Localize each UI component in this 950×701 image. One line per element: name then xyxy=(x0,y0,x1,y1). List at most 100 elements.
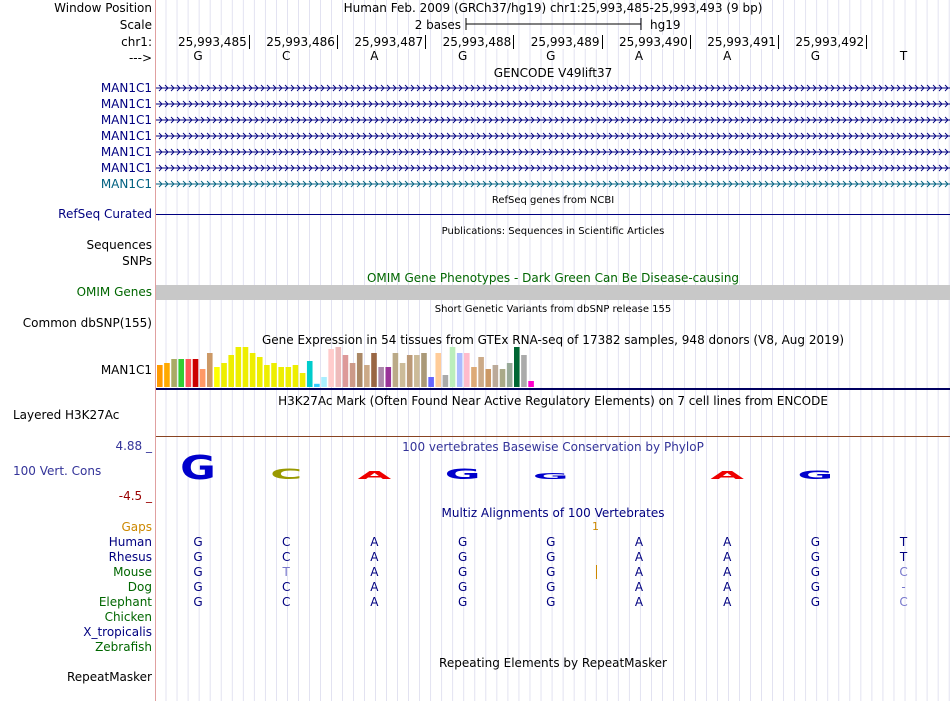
gtex-tissue-bar[interactable] xyxy=(356,353,363,387)
gtex-tissue-bar[interactable] xyxy=(299,373,306,387)
gtex-tissue-bar[interactable] xyxy=(256,357,263,387)
gtex-tissue-bar[interactable] xyxy=(471,367,477,387)
repeatmasker-track-label[interactable]: RepeatMasker xyxy=(66,670,152,684)
gtex-tissue-bar[interactable] xyxy=(171,359,177,387)
gtex-tissue-bar[interactable] xyxy=(235,347,242,387)
gtex-tissue-bar[interactable] xyxy=(199,369,206,387)
gtex-tissue-bar[interactable] xyxy=(499,369,506,387)
gtex-tissue-bar[interactable] xyxy=(328,349,334,387)
gtex-tissue-bar[interactable] xyxy=(464,353,470,387)
gtex-tissue-bar[interactable] xyxy=(456,353,463,387)
strand-arrow xyxy=(716,180,721,188)
gtex-tissue-bar[interactable] xyxy=(392,353,399,387)
strand-arrow xyxy=(734,180,739,188)
snps-track-label[interactable]: SNPs xyxy=(122,254,152,268)
reference-base: T xyxy=(899,49,908,63)
gencode-gene-label[interactable]: MAN1C1 xyxy=(100,161,152,175)
gencode-gene-label[interactable]: MAN1C1 xyxy=(100,113,152,127)
gtex-tissue-bar[interactable] xyxy=(428,377,434,387)
sequences-track-label[interactable]: Sequences xyxy=(86,238,152,252)
gencode-gene-label[interactable]: MAN1C1 xyxy=(100,97,152,111)
gtex-tissue-bar[interactable] xyxy=(442,375,449,387)
gtex-tissue-bar[interactable] xyxy=(228,355,234,387)
gtex-tissue-bar[interactable] xyxy=(285,367,292,387)
gtex-tissue-bar[interactable] xyxy=(364,365,370,387)
strand-arrow xyxy=(926,180,931,188)
gtex-tissue-bar[interactable] xyxy=(271,363,277,387)
strand-arrow xyxy=(320,116,325,124)
gencode-gene-label[interactable]: MAN1C1 xyxy=(100,129,152,143)
gtex-tissue-bar[interactable] xyxy=(421,353,427,387)
gtex-tissue-bar[interactable] xyxy=(314,383,320,387)
gtex-tissue-bar[interactable] xyxy=(206,353,213,387)
gtex-tissue-bar[interactable] xyxy=(435,353,442,387)
gtex-tissue-bar[interactable] xyxy=(449,347,456,387)
strand-arrow xyxy=(194,180,199,188)
strand-arrow xyxy=(644,116,649,124)
gtex-tissue-bar[interactable] xyxy=(514,347,520,387)
multiz-species-label[interactable]: Zebrafish xyxy=(95,640,152,654)
gtex-tissue-bar[interactable] xyxy=(406,355,413,387)
gtex-tissue-bar[interactable] xyxy=(164,363,170,387)
phylop-track-label[interactable]: 100 Vert. Cons xyxy=(13,464,102,478)
omim-gene-bar[interactable] xyxy=(156,285,950,300)
gtex-tissue-bar[interactable] xyxy=(342,355,349,387)
gtex-tissue-bar[interactable] xyxy=(385,367,392,387)
strand-arrow xyxy=(704,148,709,156)
gtex-tissue-bar[interactable] xyxy=(249,353,256,387)
multiz-species-label[interactable]: Human xyxy=(108,535,152,549)
gtex-tissue-bar[interactable] xyxy=(278,367,284,387)
gtex-tissue-bar[interactable] xyxy=(157,365,163,387)
multiz-species-label[interactable]: X_tropicalis xyxy=(83,625,152,639)
gtex-tissue-bar[interactable] xyxy=(306,361,313,387)
strand-arrow xyxy=(548,84,553,92)
gencode-gene-label[interactable]: MAN1C1 xyxy=(100,81,152,95)
gtex-tissue-bar[interactable] xyxy=(378,367,384,387)
strand-arrow xyxy=(632,100,637,108)
refseq-track-label[interactable]: RefSeq Curated xyxy=(58,207,152,221)
gtex-gene-label[interactable]: MAN1C1 xyxy=(100,363,152,377)
strand-arrow xyxy=(158,180,163,188)
gtex-tissue-bar[interactable] xyxy=(292,365,299,387)
strand-arrow xyxy=(416,100,421,108)
omim-track-label[interactable]: OMIM Genes xyxy=(76,285,152,299)
gtex-tissue-bar[interactable] xyxy=(192,359,199,387)
gtex-tissue-bar[interactable] xyxy=(214,367,220,387)
gtex-tissue-bar[interactable] xyxy=(178,359,185,387)
gtex-tissue-bar[interactable] xyxy=(506,363,513,387)
strand-arrow xyxy=(896,148,901,156)
gtex-tissue-bar[interactable] xyxy=(478,357,484,387)
tracks-area[interactable]: Human Feb. 2009 (GRCh37/hg19) chr1:25,99… xyxy=(156,0,950,701)
gtex-tissue-bar[interactable] xyxy=(371,353,377,387)
gtex-tissue-bar[interactable] xyxy=(485,369,492,387)
gtex-tissue-bar[interactable] xyxy=(528,381,534,387)
strand-arrow xyxy=(278,164,283,172)
gtex-tissue-bar[interactable] xyxy=(321,377,327,387)
multiz-species-label[interactable]: Chicken xyxy=(104,610,152,624)
gtex-tissue-bar[interactable] xyxy=(242,347,249,387)
gtex-tissue-bar[interactable] xyxy=(221,363,227,387)
gencode-transcripts[interactable] xyxy=(156,80,950,192)
multiz-species-label[interactable]: Rhesus xyxy=(108,550,152,564)
gtex-tissue-bar[interactable] xyxy=(185,359,192,387)
dbsnp-track-label[interactable]: Common dbSNP(155) xyxy=(22,316,152,330)
gtex-tissue-bar[interactable] xyxy=(492,365,499,387)
gtex-tissue-bar[interactable] xyxy=(264,365,270,387)
h3k27ac-track-label[interactable]: Layered H3K27Ac xyxy=(13,408,120,422)
strand-arrow xyxy=(290,164,295,172)
gtex-tissue-bar[interactable] xyxy=(414,355,420,387)
gencode-gene-label[interactable]: MAN1C1 xyxy=(100,177,152,191)
gtex-tissue-bar[interactable] xyxy=(349,363,356,387)
gtex-tissue-bar[interactable] xyxy=(399,363,406,387)
multiz-species-label[interactable]: Dog xyxy=(127,580,152,594)
multiz-species-label[interactable]: Elephant xyxy=(98,595,152,609)
gtex-tissue-bar[interactable] xyxy=(521,355,527,387)
gtex-tissue-bar[interactable] xyxy=(335,347,342,387)
refseq-gene-line[interactable] xyxy=(156,214,950,215)
multiz-species-label[interactable]: Mouse xyxy=(113,565,152,579)
strand-arrow xyxy=(608,164,613,172)
strand-arrow xyxy=(542,164,547,172)
gtex-bar-chart[interactable] xyxy=(156,346,950,388)
gencode-gene-label[interactable]: MAN1C1 xyxy=(100,145,152,159)
